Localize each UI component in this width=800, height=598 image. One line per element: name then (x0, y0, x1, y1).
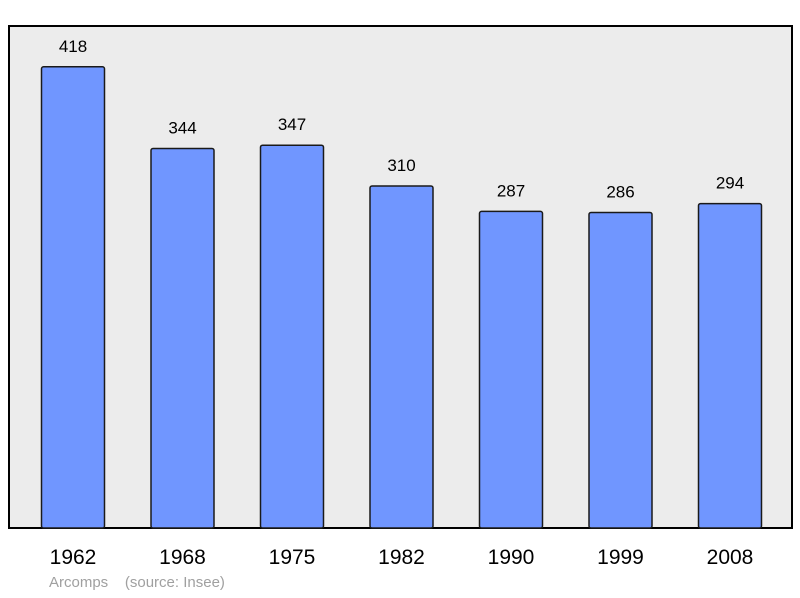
value-label-1982: 310 (387, 156, 415, 175)
value-label-1968: 344 (168, 119, 196, 138)
value-label-1962: 418 (59, 37, 87, 56)
bar-1982 (369, 185, 434, 529)
x-tick-label-1982: 1982 (378, 546, 425, 569)
bar-1999 (588, 211, 653, 529)
value-label-1975: 347 (278, 115, 306, 134)
value-labels-group: 418 344 347 310 287 286 294 (59, 37, 744, 202)
x-tick-label-1999: 1999 (597, 546, 644, 569)
x-axis-tick-labels: 1962 1968 1975 1982 1990 1999 2008 (50, 546, 754, 569)
caption-source: (source: Insee) (124, 574, 225, 591)
bar-1975 (259, 144, 325, 529)
chart-caption: Arcomps (source: Insee) (49, 574, 225, 591)
bar-1962 (40, 66, 106, 529)
value-label-1999: 286 (606, 183, 634, 202)
caption-place: Arcomps (49, 574, 109, 591)
bar-1990 (478, 210, 544, 529)
value-label-2008: 294 (716, 174, 744, 193)
x-tick-label-1962: 1962 (50, 546, 97, 569)
bar-2008 (697, 202, 763, 529)
x-tick-label-2008: 2008 (707, 546, 754, 569)
x-tick-label-1975: 1975 (269, 546, 316, 569)
x-tick-label-1990: 1990 (488, 546, 535, 569)
x-tick-label-1968: 1968 (159, 546, 206, 569)
bar-1968 (150, 147, 215, 529)
bars-group (40, 66, 763, 529)
value-label-1990: 287 (497, 181, 525, 200)
